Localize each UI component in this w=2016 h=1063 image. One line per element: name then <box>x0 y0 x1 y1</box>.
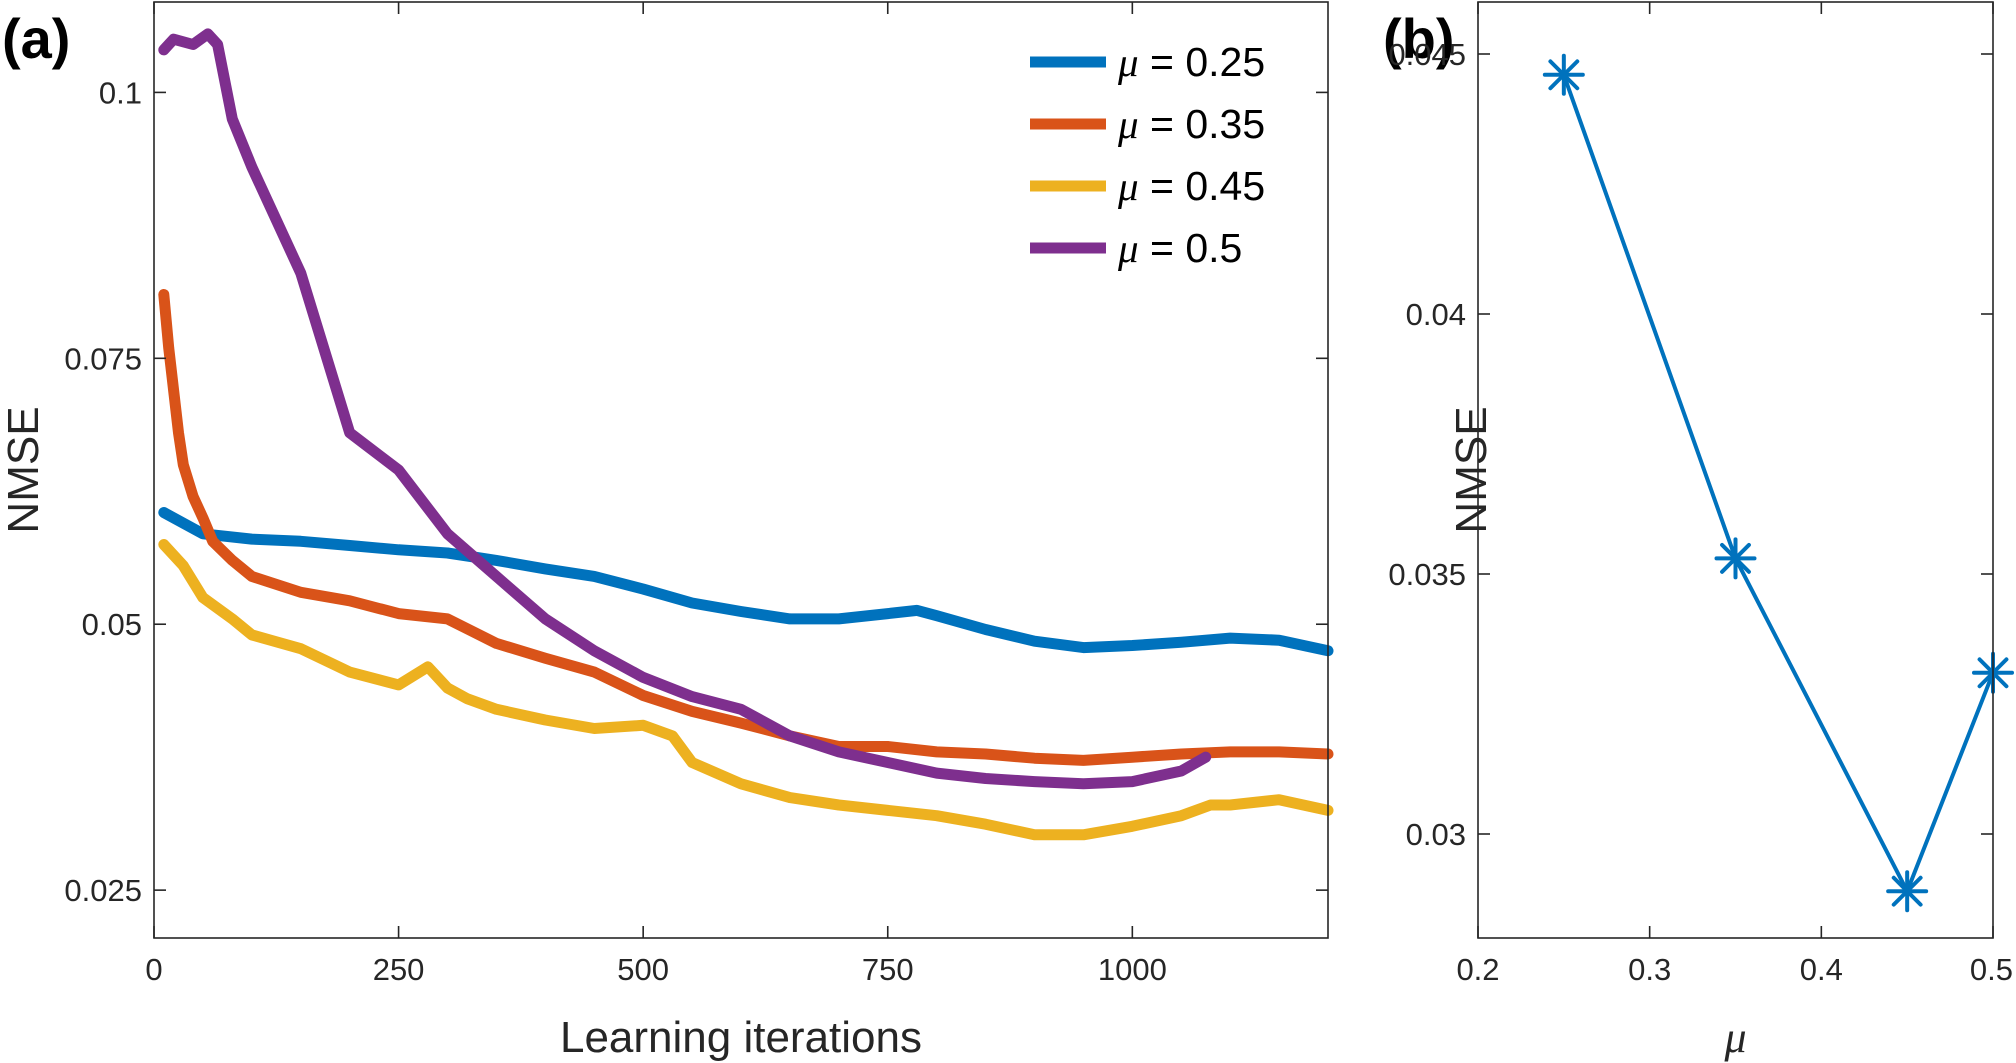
panel-a-y-axis-label: NMSE <box>0 406 48 533</box>
legend-entry-mu-0.35: μ = 0.35 <box>1117 101 1265 147</box>
x-tick-label: 0.2 <box>1456 952 1499 987</box>
x-tick-label: 500 <box>617 952 669 987</box>
x-tick-label: 0 <box>145 952 162 987</box>
series-line-mu-0.45 <box>158 539 1334 841</box>
panel-b-y-axis-label: NMSE <box>1447 406 1496 533</box>
x-tick-label: 0.4 <box>1800 952 1843 987</box>
panel-a-legend: μ = 0.25 μ = 0.35 μ = 0.45 μ = 0.5 <box>1030 39 1265 271</box>
y-tick-label: 0.025 <box>64 873 142 908</box>
y-tick-label: 0.05 <box>82 607 142 642</box>
series-line-mu-0.5 <box>158 28 1212 790</box>
x-tick-label: 750 <box>862 952 914 987</box>
y-tick-label: 0.1 <box>99 75 142 110</box>
panel-b-label: (b) <box>1383 7 1455 70</box>
x-tick-label: 0.5 <box>1970 952 2013 987</box>
legend-entry-mu-0.5: μ = 0.5 <box>1117 225 1242 271</box>
panel-b-x-axis-label: μ <box>1723 1013 1746 1062</box>
panel-a-axes-box <box>153 1 1329 939</box>
panel-a-label: (a) <box>2 7 70 70</box>
nmse-vs-mu-line <box>1561 74 1995 894</box>
asterisk-marker <box>1886 870 1929 913</box>
panel-b-axes-box <box>1477 1 1994 939</box>
y-tick-label: 0.045 <box>1388 37 1466 72</box>
panel-a: (a) 0 250 500 750 1000 0.025 0.05 0.075 0.1 Lear… <box>0 1 1334 1062</box>
x-tick-label: 0.3 <box>1628 952 1671 987</box>
panel-a-ticks: 0 250 500 750 1000 0.025 0.05 0.075 0.1 <box>64 2 1328 987</box>
legend-entry-mu-0.25: μ = 0.25 <box>1117 39 1265 85</box>
x-tick-label: 250 <box>373 952 425 987</box>
y-tick-label: 0.075 <box>64 341 142 376</box>
y-tick-label: 0.04 <box>1406 297 1466 332</box>
x-tick-label: 1000 <box>1098 952 1167 987</box>
series-line-mu-0.35 <box>158 289 1334 766</box>
series-line-mu-0.25 <box>158 507 1334 657</box>
panel-a-series-group <box>158 28 1334 841</box>
y-tick-label: 0.035 <box>1388 557 1466 592</box>
panel-b-ticks: 0.2 0.3 0.4 0.5 0.03 0.035 0.04 0.045 <box>1388 2 2013 987</box>
panel-b: (b) 0.2 0.3 0.4 0.5 0.03 0.035 0.04 0.045 μ NMS… <box>1383 1 2014 1062</box>
asterisk-marker <box>1714 537 1757 580</box>
asterisk-marker <box>1542 53 1585 96</box>
y-tick-label: 0.03 <box>1406 817 1466 852</box>
legend-entry-mu-0.45: μ = 0.45 <box>1117 163 1265 209</box>
panel-a-x-axis-label: Learning iterations <box>560 1013 922 1062</box>
